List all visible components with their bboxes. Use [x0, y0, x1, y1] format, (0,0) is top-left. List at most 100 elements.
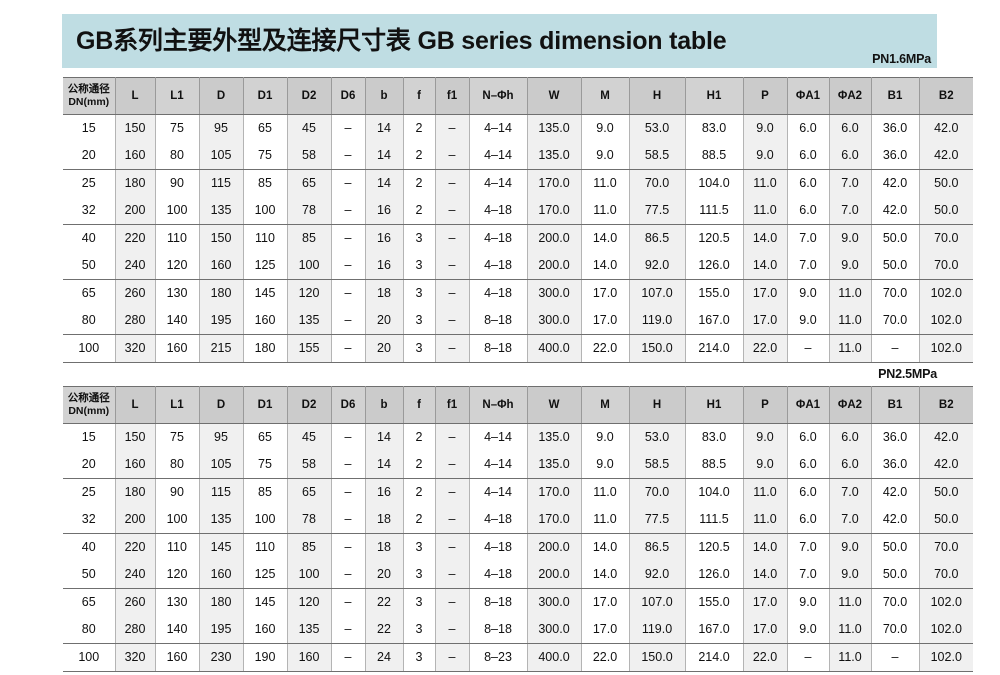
- cell-f: 2: [403, 423, 436, 451]
- col-header-nh: N–Φh: [469, 77, 528, 115]
- cell-d1: 75: [243, 451, 288, 479]
- cell-n–φh: 4–18: [469, 561, 528, 589]
- cell-d1: 65: [243, 423, 288, 451]
- cell-b1: 36.0: [871, 142, 920, 170]
- cell-d6: –: [331, 334, 366, 363]
- cell-n–φh: 4–18: [469, 506, 528, 534]
- cell-h1: 88.5: [685, 142, 744, 170]
- cell-w: 135.0: [527, 114, 582, 142]
- cell-h: 150.0: [629, 643, 686, 672]
- cell-h1: 120.5: [685, 224, 744, 252]
- cell-b2: 102.0: [919, 334, 973, 363]
- cell-f: 2: [403, 142, 436, 170]
- cell-m: 9.0: [581, 142, 630, 170]
- cell-p: 11.0: [743, 506, 788, 534]
- col-header-p: P: [743, 77, 788, 115]
- cell-d6: –: [331, 197, 366, 225]
- cell-φa1: 6.0: [787, 506, 830, 534]
- cell-φa2: 11.0: [829, 643, 872, 672]
- cell-b1: 70.0: [871, 588, 920, 616]
- cell-d: 195: [199, 307, 244, 335]
- cell-d: 115: [199, 169, 244, 197]
- cell-f1: –: [435, 279, 470, 307]
- cell-b: 22: [365, 588, 404, 616]
- cell-p: 17.0: [743, 307, 788, 335]
- cell-h: 150.0: [629, 334, 686, 363]
- cell-b1: 50.0: [871, 224, 920, 252]
- cell-n–φh: 4–14: [469, 451, 528, 479]
- cell-b2: 102.0: [919, 307, 973, 335]
- cell-h1: 214.0: [685, 334, 744, 363]
- cell-l1: 75: [155, 114, 200, 142]
- cell-d1: 145: [243, 279, 288, 307]
- table-row: 20 160 80 105 75 58–14 2–4–14 135.0 9.0 58.5 88.5 9…: [63, 451, 973, 479]
- cell-φa2: 6.0: [829, 114, 872, 142]
- cell-φa2: 11.0: [829, 588, 872, 616]
- title-banner: GB系列主要外型及连接尺寸表 GB series dimension table…: [62, 14, 937, 68]
- cell-b: 16: [365, 224, 404, 252]
- cell-m: 14.0: [581, 224, 630, 252]
- cell-f: 3: [403, 252, 436, 280]
- cell-m: 17.0: [581, 307, 630, 335]
- table1-body: 15 150 75 95 65 45–14 2–4–14 135.0 9.0 53.0 83.0 9.…: [63, 114, 973, 363]
- cell-h: 107.0: [629, 279, 686, 307]
- cell-d1: 160: [243, 307, 288, 335]
- cell-b: 16: [365, 478, 404, 506]
- col-header-f1: f1: [435, 386, 470, 424]
- cell-φa2: 7.0: [829, 197, 872, 225]
- cell-d2: 45: [287, 423, 332, 451]
- cell-f: 3: [403, 616, 436, 644]
- cell-l: 320: [115, 643, 156, 672]
- cell-w: 135.0: [527, 423, 582, 451]
- cell-f1: –: [435, 561, 470, 589]
- col-header-b: b: [365, 386, 404, 424]
- cell-m: 14.0: [581, 561, 630, 589]
- cell-h1: 83.0: [685, 423, 744, 451]
- cell-d2: 45: [287, 114, 332, 142]
- cell-b2: 70.0: [919, 533, 973, 561]
- cell-b1: 42.0: [871, 169, 920, 197]
- cell-f1: –: [435, 451, 470, 479]
- cell-h: 58.5: [629, 451, 686, 479]
- col-header-f: f: [403, 386, 436, 424]
- col-header-dn: 公称通径 DN(mm): [63, 386, 116, 424]
- cell-h1: 155.0: [685, 279, 744, 307]
- cell-n–φh: 4–18: [469, 533, 528, 561]
- cell-b: 14: [365, 423, 404, 451]
- cell-w: 170.0: [527, 506, 582, 534]
- table-row: 100 320 160 230 190 160–24 3–8–23 400.0 22.0 150.…: [63, 643, 973, 672]
- cell-h: 53.0: [629, 114, 686, 142]
- cell-l: 220: [115, 224, 156, 252]
- col-header-h1: H1: [685, 77, 744, 115]
- cell-d2: 135: [287, 307, 332, 335]
- table-row: 32 200 100 135 100 78–18 2–4–18 170.0 11.0 77.5 11…: [63, 506, 973, 534]
- cell-w: 200.0: [527, 561, 582, 589]
- cell-d1: 125: [243, 252, 288, 280]
- cell-d2: 155: [287, 334, 332, 363]
- cell-d1: 100: [243, 506, 288, 534]
- cell-d: 160: [199, 252, 244, 280]
- cell-d6: –: [331, 423, 366, 451]
- cell-l1: 130: [155, 279, 200, 307]
- col-header-p: P: [743, 386, 788, 424]
- cell-φa1: 9.0: [787, 588, 830, 616]
- cell-φa1: 6.0: [787, 423, 830, 451]
- cell-m: 14.0: [581, 533, 630, 561]
- cell-m: 14.0: [581, 252, 630, 280]
- col-header-dn-line1: 公称通径: [67, 82, 110, 95]
- col-header-h: H: [629, 77, 686, 115]
- cell-h: 92.0: [629, 561, 686, 589]
- cell-d6: –: [331, 588, 366, 616]
- cell-l1: 160: [155, 643, 200, 672]
- cell-b2: 42.0: [919, 142, 973, 170]
- cell-d1: 100: [243, 197, 288, 225]
- cell-d2: 100: [287, 561, 332, 589]
- cell-d1: 75: [243, 142, 288, 170]
- cell-φa2: 9.0: [829, 533, 872, 561]
- cell-d: 215: [199, 334, 244, 363]
- cell-φa1: 9.0: [787, 307, 830, 335]
- cell-f1: –: [435, 114, 470, 142]
- cell-d1: 180: [243, 334, 288, 363]
- col-header-d6: D6: [331, 386, 366, 424]
- cell-h1: 83.0: [685, 114, 744, 142]
